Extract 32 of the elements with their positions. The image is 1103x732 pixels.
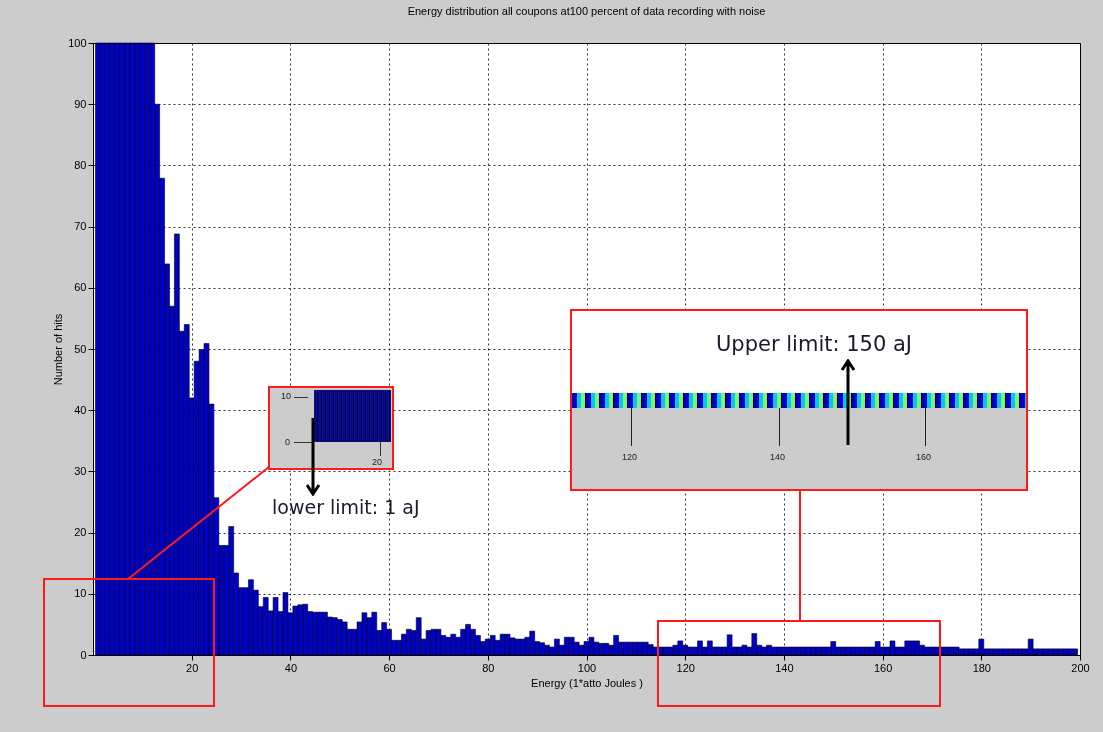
- y-tick-label: 20: [74, 526, 87, 539]
- annotation: 140: [770, 452, 786, 462]
- x-tick-label: 120: [676, 661, 695, 674]
- y-tick-label: 40: [74, 403, 87, 416]
- x-tick-label: 180: [972, 661, 991, 674]
- y-axis-title: Number of hits: [52, 313, 65, 386]
- annotation: lower limit: 1 aJ: [272, 496, 420, 518]
- y-tick-label: 100: [68, 36, 87, 49]
- x-tick-label: 80: [482, 661, 495, 674]
- x-tick-label: 200: [1071, 661, 1090, 674]
- y-tick-label: 80: [74, 158, 87, 171]
- x-axis-title: Energy (1*atto Joules ): [531, 676, 643, 689]
- y-tick-label: 10: [74, 587, 87, 600]
- y-tick-label: 60: [74, 281, 87, 294]
- y-tick-label: 50: [74, 342, 87, 355]
- x-tick-label: 40: [284, 661, 298, 674]
- annotation: 120: [622, 452, 638, 462]
- x-tick-label: 20: [186, 661, 199, 674]
- annotation: 0: [285, 437, 291, 447]
- y-tick-label: 70: [74, 220, 87, 233]
- y-tick-label: 0: [80, 648, 87, 661]
- x-tick-label: 160: [873, 661, 893, 674]
- x-tick-label: 100: [577, 661, 597, 674]
- annotation: 160: [916, 452, 932, 462]
- y-tick-label: 90: [74, 97, 87, 110]
- y-tick-label: 30: [74, 464, 87, 477]
- chart-title: Energy distribution all coupons at100 percent of data recording with noise: [407, 5, 766, 17]
- x-tick-label: 140: [775, 661, 794, 674]
- annotation: Upper limit: 150 aJ: [716, 332, 913, 356]
- x-tick-label: 60: [383, 661, 396, 674]
- annotation: 20: [372, 457, 383, 467]
- annotation: 10: [281, 391, 292, 401]
